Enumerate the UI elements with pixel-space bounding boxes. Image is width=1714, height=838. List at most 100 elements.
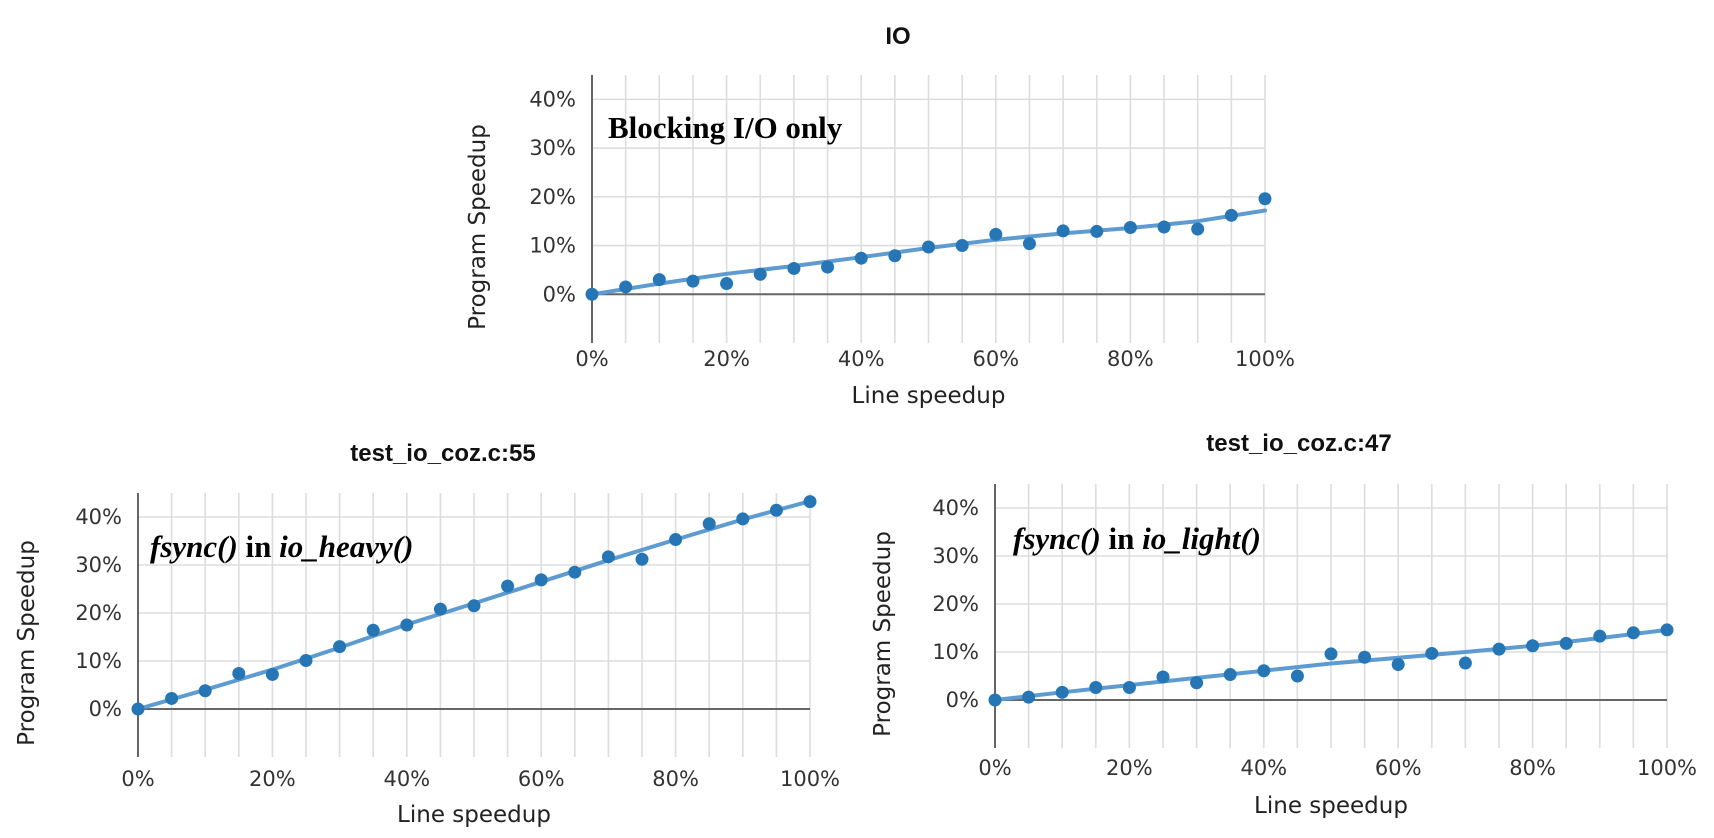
data-point xyxy=(568,565,582,579)
chart-annotation: fsync() in io_heavy() xyxy=(150,529,413,564)
data-point xyxy=(1156,670,1170,684)
data-point xyxy=(769,503,783,517)
y-tick-label: 0% xyxy=(89,697,122,721)
data-point xyxy=(955,239,969,253)
y-tick-label: 30% xyxy=(529,136,576,160)
y-tick-label: 40% xyxy=(75,505,122,529)
data-point xyxy=(131,702,145,716)
x-tick-label: 100% xyxy=(780,767,840,791)
data-point xyxy=(299,654,313,668)
data-point xyxy=(753,267,767,281)
data-point xyxy=(333,640,347,654)
annotation-part: Blocking I/O only xyxy=(608,110,843,145)
y-tick-label: 10% xyxy=(75,649,122,673)
x-tick-label: 60% xyxy=(972,347,1019,371)
y-tick-label: 20% xyxy=(932,592,979,616)
y-axis-label: Program Speedup xyxy=(14,540,40,746)
x-tick-label: 100% xyxy=(1235,347,1295,371)
chart-panel-2: 0% 10% 20% 30% 40% 0% 20% 40% 60% 80% 100% Line spe… xyxy=(14,440,840,828)
data-point xyxy=(720,277,734,291)
data-point xyxy=(652,273,666,287)
y-tick-label: 30% xyxy=(75,553,122,577)
y-tick-label: 30% xyxy=(932,544,979,568)
data-point xyxy=(1022,690,1036,704)
data-point xyxy=(1157,220,1171,234)
data-point xyxy=(1626,626,1640,640)
x-tick-label: 60% xyxy=(1375,756,1422,780)
chart-annotation: Blocking I/O only xyxy=(608,110,843,145)
data-point xyxy=(198,684,212,698)
x-tick-label: 80% xyxy=(652,767,699,791)
y-tick-label: 0% xyxy=(543,282,576,306)
data-point xyxy=(400,618,414,632)
data-point xyxy=(433,602,447,616)
data-point xyxy=(501,579,515,593)
annotation-part: in xyxy=(1101,521,1142,556)
data-point xyxy=(1122,681,1136,695)
x-tick-label: 100% xyxy=(1637,756,1697,780)
data-point xyxy=(988,693,1002,707)
data-point xyxy=(585,287,599,301)
data-point xyxy=(601,550,615,564)
x-axis-label: Line speedup xyxy=(397,802,551,828)
x-tick-label: 0% xyxy=(978,756,1011,780)
chart-panel-1: 0% 10% 20% 30% 40% 0% 20% 40% 60% 80% 100% Line spe… xyxy=(465,23,1295,409)
data-point xyxy=(888,249,902,263)
data-point xyxy=(1190,676,1204,690)
x-axis-label: Line speedup xyxy=(1254,793,1408,819)
x-tick-label: 40% xyxy=(1240,756,1287,780)
data-point xyxy=(1425,646,1439,660)
data-point xyxy=(1559,636,1573,650)
data-point xyxy=(635,552,649,566)
data-point xyxy=(534,573,548,587)
data-point xyxy=(1526,639,1540,653)
x-tick-label: 20% xyxy=(1106,756,1153,780)
x-axis-label: Line speedup xyxy=(852,383,1006,409)
data-point xyxy=(1056,224,1070,238)
data-point xyxy=(922,240,935,254)
data-point xyxy=(265,667,279,681)
data-point xyxy=(1290,669,1304,683)
data-point xyxy=(1358,650,1372,664)
y-axis-label: Program Speedup xyxy=(870,531,896,737)
data-point xyxy=(1223,668,1237,682)
data-point xyxy=(854,251,868,265)
data-point xyxy=(1258,192,1272,206)
x-tick-label: 20% xyxy=(249,767,296,791)
x-tick-label: 40% xyxy=(383,767,430,791)
x-tick-label: 0% xyxy=(575,347,608,371)
y-tick-label: 20% xyxy=(75,601,122,625)
annotation-part: io_heavy() xyxy=(279,529,413,564)
data-point xyxy=(702,517,716,531)
data-point xyxy=(989,227,1003,241)
y-tick-label: 40% xyxy=(529,87,576,111)
chart-title: IO xyxy=(885,23,910,50)
data-point xyxy=(366,623,380,637)
data-point xyxy=(736,512,750,526)
data-point xyxy=(803,495,817,509)
data-point xyxy=(1660,623,1674,637)
y-tick-label: 10% xyxy=(932,640,979,664)
x-tick-label: 80% xyxy=(1107,347,1154,371)
y-tick-label: 20% xyxy=(529,185,576,209)
data-point xyxy=(1089,681,1103,695)
annotation-part: io_light() xyxy=(1142,521,1261,556)
annotation-part: in xyxy=(238,529,279,564)
data-point xyxy=(686,274,700,288)
x-tick-label: 0% xyxy=(121,767,154,791)
annotation-part: fsync() xyxy=(150,529,238,564)
y-tick-label: 40% xyxy=(932,496,979,520)
data-point xyxy=(1224,208,1238,222)
y-tick-label: 0% xyxy=(946,688,979,712)
data-point xyxy=(232,666,246,680)
data-point xyxy=(787,261,801,275)
chart-title: test_io_coz.c:47 xyxy=(1206,430,1391,457)
x-tick-label: 60% xyxy=(518,767,565,791)
data-point xyxy=(1257,664,1271,678)
data-point xyxy=(467,599,481,613)
data-point xyxy=(1055,685,1069,699)
data-point xyxy=(821,260,835,274)
annotation-part: fsync() xyxy=(1013,521,1101,556)
data-point xyxy=(1191,222,1205,236)
